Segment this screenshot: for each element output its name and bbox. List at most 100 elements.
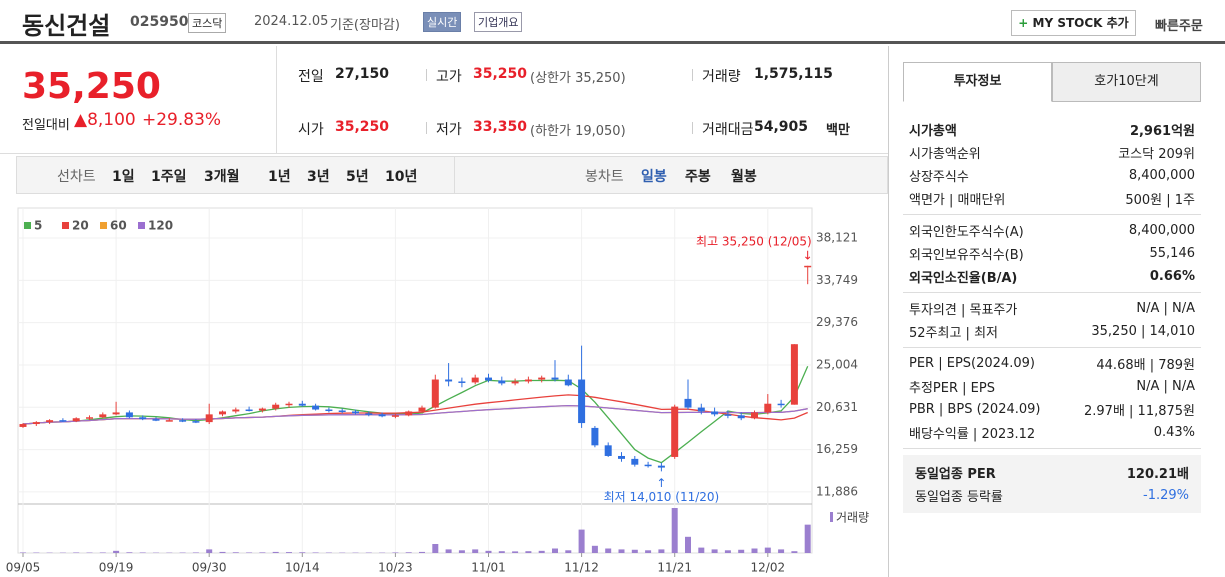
info-value: 120.21배 — [1126, 467, 1189, 482]
mystock-button[interactable]: + MY STOCK 추가 — [1011, 10, 1136, 36]
volume-bar — [126, 552, 133, 553]
volume-bar — [804, 524, 811, 553]
info-label: 52주최고 | 최저 — [909, 326, 998, 341]
volume-bar — [219, 551, 226, 553]
line-chart-tab[interactable]: 선차트 — [57, 169, 96, 185]
divider — [276, 46, 277, 154]
candle-body — [72, 418, 80, 422]
low-annotation: 최저 14,010 (11/20) — [604, 490, 720, 504]
info-label: 외국인한도주식수(A) — [909, 225, 1024, 240]
info-row: PBR | BPS (2024.09) 2.97배 | 11,875원 — [903, 398, 1201, 421]
volume-bar — [631, 549, 638, 553]
volume-bar — [405, 552, 412, 553]
info-row: 52주최고 | 최저 35,250 | 14,010 — [903, 320, 1201, 343]
volume-bar — [591, 545, 598, 553]
field-note: (하한가 19,050) — [530, 124, 626, 139]
field-label: 시가 — [298, 122, 324, 138]
date: 2024.12.05 — [254, 14, 329, 29]
price: 35,250 — [22, 66, 161, 107]
y-tick-label: 33,749 — [816, 273, 858, 287]
period-tab[interactable]: 5년 — [346, 169, 369, 185]
volume-bar — [658, 549, 665, 553]
volume-legend-swatch — [830, 512, 833, 522]
mystock-text: MY STOCK 추가 — [1032, 16, 1129, 30]
volume-bar — [20, 552, 26, 553]
volume-bar — [645, 550, 652, 553]
candle-body — [338, 410, 346, 412]
period-tab[interactable]: 3개월 — [204, 169, 240, 185]
period-tab[interactable]: 1주일 — [151, 169, 187, 185]
side-section: 동일업종 PER 120.21배 동일업종 등락률 -1.29% — [903, 455, 1201, 513]
candle-body — [272, 404, 280, 409]
realtime[interactable]: 실시간 — [423, 12, 462, 32]
field-label: 전일 — [298, 69, 324, 85]
period-tab[interactable]: 1일 — [112, 169, 135, 185]
side-section: PER | EPS(2024.09) 44.68배 | 789원 추정PER | E… — [903, 348, 1201, 449]
overview[interactable]: 기업개요 — [474, 12, 523, 32]
x-tick-label: 11/21 — [657, 561, 692, 575]
stock-name: 동신건설 — [22, 12, 111, 40]
info-row: 시가총액 2,961억원 — [903, 118, 1201, 141]
field-label: 고가 — [436, 69, 462, 85]
y-tick-label: 16,259 — [816, 442, 858, 456]
candle-body — [205, 414, 213, 423]
info-value: 2.97배 | 11,875원 — [1084, 404, 1195, 419]
candle-body — [631, 458, 639, 465]
y-tick-label: 29,376 — [816, 315, 858, 329]
info-row: 외국인보유주식수(B) 55,146 — [903, 242, 1201, 265]
field-unit: 백만 — [826, 123, 850, 138]
info-label: 외국인소진율(B/A) — [909, 271, 1018, 286]
legend-label: 20 — [72, 219, 89, 233]
candle-body — [604, 445, 612, 456]
candle-body — [125, 412, 133, 418]
high-arrow: ↓ — [803, 248, 813, 262]
field-note: (상한가 35,250) — [530, 71, 626, 86]
candle-tab[interactable]: 봉차트 — [585, 169, 624, 185]
candle-body — [352, 411, 359, 414]
info-value: N/A | N/A — [1136, 379, 1195, 394]
candle-tab[interactable]: 월봉 — [731, 169, 757, 185]
volume-bar — [525, 551, 532, 553]
chart-tabs: 선차트 1일 1주일 3개월 1년 3년 5년 10년 봉차트 일봉 주봉 월봉 — [16, 156, 888, 194]
candle-body — [219, 411, 226, 415]
candle-body — [418, 407, 426, 412]
candle-body — [258, 408, 266, 411]
info-value: 55,146 — [1149, 246, 1196, 261]
info-value: 0.66% — [1149, 269, 1195, 284]
candle-tab[interactable]: 주봉 — [685, 169, 711, 185]
candle-body — [538, 377, 546, 380]
period-tab[interactable]: 10년 — [385, 169, 418, 185]
field-value: 35,250 — [473, 66, 528, 82]
plot-frame — [17, 207, 813, 554]
period-tab[interactable]: 3년 — [307, 169, 330, 185]
candle-body — [112, 412, 120, 415]
candle-body — [445, 379, 453, 382]
candle-tab[interactable]: 일봉 — [641, 169, 667, 185]
info-value: -1.29% — [1143, 488, 1189, 503]
y-tick-label: 20,631 — [816, 400, 858, 414]
info-row: 상장주식수 8,400,000 — [903, 164, 1201, 187]
candle-body — [139, 417, 147, 420]
info-label: 시가총액순위 — [909, 147, 981, 162]
volume-bar — [618, 549, 625, 553]
volume-bar — [299, 552, 306, 553]
volume-bar — [472, 549, 479, 553]
x-tick-label: 11/12 — [564, 561, 599, 575]
candle-body — [498, 380, 506, 384]
period-tab[interactable]: 1년 — [268, 169, 291, 185]
quick-order[interactable]: 빠른주문 — [1155, 19, 1203, 34]
info-row: 배당수익률 | 2023.12 0.43% — [903, 421, 1201, 444]
info-label: 투자의견 | 목표주가 — [909, 303, 1018, 318]
x-tick-label: 09/19 — [99, 561, 134, 575]
side-tab[interactable]: 투자정보 — [903, 62, 1052, 102]
side-tab[interactable]: 호가10단계 — [1052, 62, 1201, 102]
volume-bar — [552, 548, 558, 553]
info-row: 투자의견 | 목표주가 N/A | N/A — [903, 297, 1201, 320]
candle-body — [431, 379, 439, 408]
candle-body — [32, 422, 40, 425]
info-label: 배당수익률 | 2023.12 — [909, 427, 1036, 442]
volume-bar — [419, 551, 425, 553]
x-tick-label: 09/05 — [6, 561, 41, 575]
candle-body — [618, 455, 625, 459]
